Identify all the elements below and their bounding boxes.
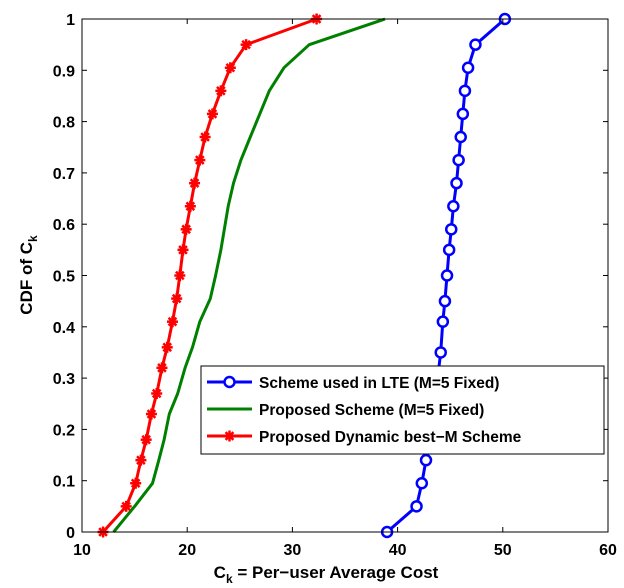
series-line-1	[112, 17, 386, 533]
y-tick-label: 0.1	[53, 474, 75, 491]
data-point	[180, 223, 192, 235]
data-point	[177, 244, 189, 256]
data-point	[445, 223, 458, 236]
data-point	[151, 387, 163, 399]
data-point	[145, 408, 157, 420]
legend-label-dynamic: Proposed Dynamic best−M Scheme	[259, 429, 522, 446]
data-point	[461, 61, 475, 74]
y-tick-label: 0.5	[53, 269, 75, 286]
data-point	[454, 130, 467, 144]
legend-marker-dynamic	[224, 430, 235, 442]
data-point	[184, 200, 196, 212]
data-point	[447, 199, 460, 213]
x-axis-label-rest: = Per−user Average Cost	[233, 563, 439, 582]
data-point	[458, 84, 472, 98]
data-point	[215, 85, 227, 97]
data-point	[206, 108, 218, 120]
x-axis-label: Ck = Per−user Average Cost	[214, 563, 439, 586]
data-point	[419, 453, 433, 467]
data-point	[156, 362, 168, 374]
y-tick-label: 0.9	[53, 63, 75, 80]
y-axis-label-main: CDF of C	[17, 242, 36, 315]
data-point	[224, 62, 236, 74]
data-point	[440, 269, 454, 282]
x-tick-label: 40	[389, 542, 407, 559]
data-point	[450, 176, 463, 190]
y-axis-label-sub: k	[26, 235, 40, 242]
legend: Scheme used in LTE (M=5 Fixed) Proposed …	[200, 365, 605, 455]
data-point	[410, 500, 423, 513]
y-tick-label: 0.3	[53, 371, 75, 388]
x-axis-label-sub: k	[226, 572, 233, 586]
data-point	[171, 293, 183, 305]
y-axis-label-group: CDF of Ck	[17, 235, 40, 315]
x-tick-label: 20	[178, 542, 196, 559]
y-axis-label: CDF of Ck	[17, 235, 40, 315]
data-point	[130, 477, 142, 489]
y-tick-label: 0.6	[53, 217, 75, 234]
data-point	[456, 107, 470, 121]
data-point	[240, 39, 252, 51]
data-point	[415, 477, 429, 490]
data-point	[140, 434, 152, 446]
ticks-layer: 10 20 30 40 50 60 0 0.1 0.2 0.3 0.4 0.5 0.6 0.7 0.8 0.9…	[53, 12, 617, 559]
legend-box	[200, 365, 605, 455]
data-point	[135, 454, 147, 466]
y-tick-label: 0.2	[53, 422, 75, 439]
x-tick-label: 10	[73, 542, 91, 559]
y-tick-label: 0	[66, 525, 75, 542]
data-point	[469, 38, 482, 51]
data-point	[174, 270, 186, 281]
y-tick-label: 1	[66, 12, 75, 29]
data-point	[194, 154, 206, 166]
legend-label-proposed: Proposed Scheme (M=5 Fixed)	[259, 402, 484, 419]
data-point	[120, 500, 132, 512]
data-point	[436, 315, 450, 328]
legend-marker-lte	[223, 375, 236, 389]
data-point	[199, 131, 211, 143]
x-axis-label-main: C	[214, 563, 226, 582]
series-1	[112, 17, 386, 533]
data-point	[438, 294, 452, 308]
x-tick-label: 30	[284, 542, 302, 559]
data-point	[452, 153, 465, 167]
x-tick-label: 60	[599, 542, 617, 559]
legend-label-lte: Scheme used in LTE (M=5 Fixed)	[259, 375, 499, 392]
data-point	[161, 341, 173, 353]
data-point	[189, 177, 201, 189]
data-point	[442, 243, 456, 257]
data-point	[434, 346, 447, 359]
data-point	[166, 316, 178, 328]
y-tick-label: 0.4	[53, 320, 75, 337]
y-tick-label: 0.7	[53, 166, 75, 183]
x-tick-label: 50	[494, 542, 512, 559]
y-tick-label: 0.8	[53, 115, 75, 132]
